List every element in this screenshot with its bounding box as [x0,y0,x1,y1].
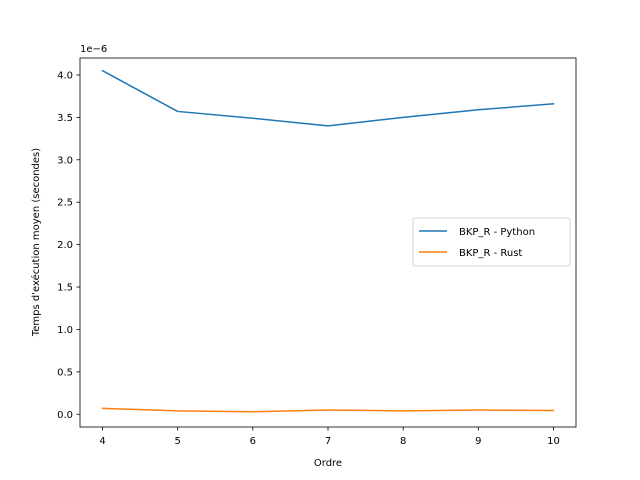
x-tick-label: 8 [400,436,406,447]
legend-label-python: BKP_R - Python [459,227,535,238]
x-tick-label: 10 [547,436,560,447]
legend-box [412,217,571,267]
x-axis-label: Ordre [314,458,342,469]
legend-label-rust: BKP_R - Rust [459,248,522,259]
x-tick-label: 9 [475,436,481,447]
y-tick-label: 1.5 [57,283,73,294]
legend: BKP_R - Python BKP_R - Rust [412,217,571,267]
x-tick-label: 6 [250,436,256,447]
x-axis-ticks: 4 5 6 7 8 9 10 [99,427,560,447]
x-tick-label: 5 [175,436,181,447]
series-layer [101,69,555,413]
y-tick-label: 2.5 [57,198,73,209]
y-tick-label: 2.0 [57,240,73,251]
y-tick-label: 0.5 [57,367,73,378]
y-tick-label: 3.0 [57,155,73,166]
y-axis-ticks: 0.0 0.5 1.0 1.5 2.0 2.5 3.0 3.5 4.0 [57,70,80,421]
series-line-1 [101,407,555,413]
y-offset-label: 1e−6 [80,44,107,55]
y-tick-label: 0.0 [57,410,73,421]
series-line-0 [101,69,555,127]
y-tick-label: 1.0 [57,325,73,336]
x-tick-label: 4 [99,436,105,447]
y-axis-label: Temps d'exécution moyen (secondes) [30,148,42,337]
x-tick-label: 7 [325,436,331,447]
y-tick-label: 4.0 [57,70,73,81]
y-tick-label: 3.5 [57,113,73,124]
